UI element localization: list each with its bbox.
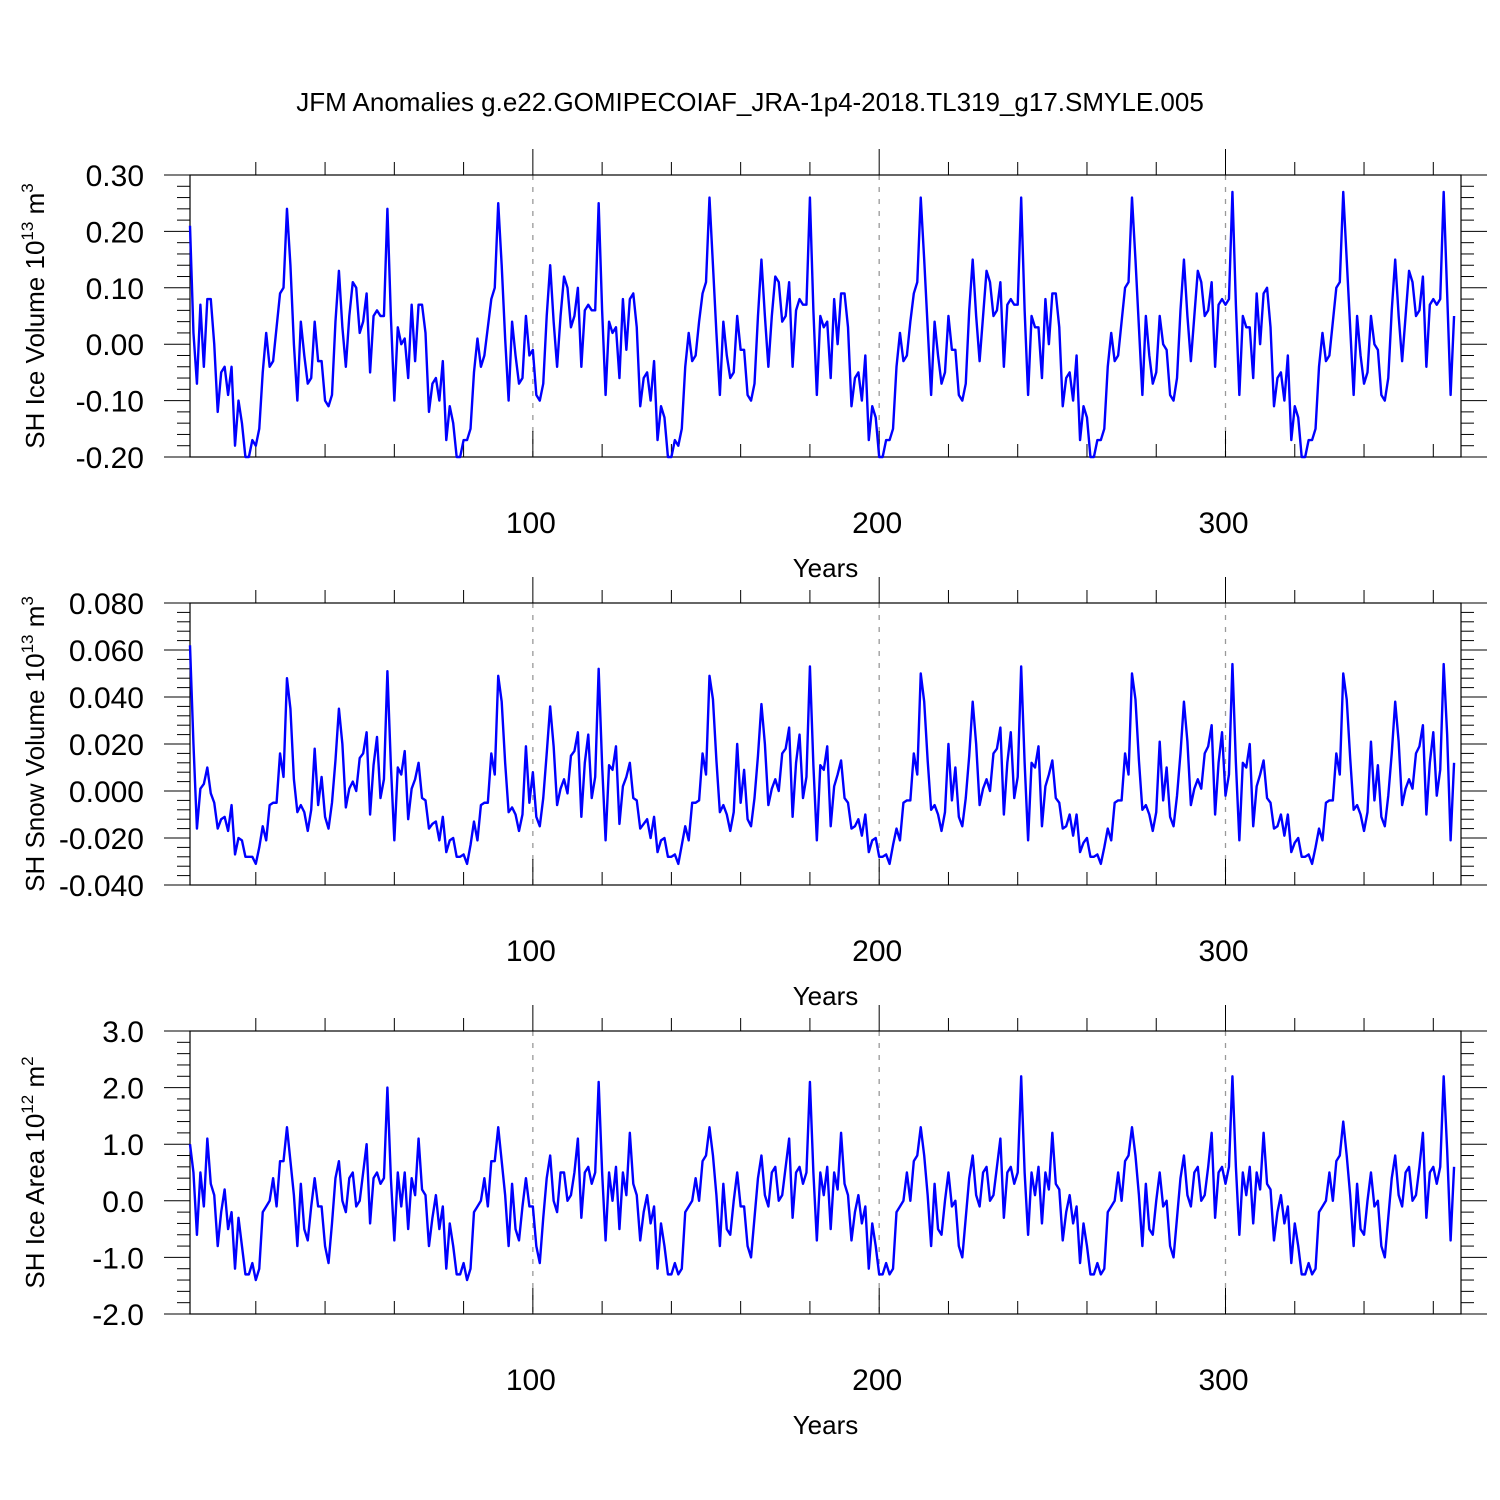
- snow-volume-ytick-label: 0.000: [69, 776, 144, 809]
- ice-area-plot-frame: [189, 1030, 1462, 1315]
- ice-volume-ytick-label: -0.10: [76, 386, 144, 419]
- snow-volume-ytick-label: 0.020: [69, 729, 144, 762]
- snow-volume-x-axis-label: Years: [793, 981, 859, 1011]
- ice-volume-ytick-label: 0.30: [86, 160, 144, 193]
- ice-volume-ytick-label: -0.20: [76, 442, 144, 475]
- ice-volume-y-axis-label: SH Ice Volume 1013 m3: [18, 183, 50, 448]
- ice-volume-series-line: [188, 190, 1456, 459]
- snow-volume-ytick-label: 0.040: [69, 682, 144, 715]
- ice-area-ytick-label: -1.0: [92, 1242, 144, 1275]
- snow-volume-xtick-label: 100: [506, 935, 556, 968]
- panel-snow-volume: -0.040 -0.020 0.000 0.020 0.040 0.060 0.080 100…: [18, 577, 1487, 1011]
- snow-volume-ytick-label: -0.040: [59, 870, 144, 903]
- ice-volume-xtick-label: 100: [506, 507, 556, 540]
- ice-area-ytick-label: 1.0: [102, 1129, 144, 1162]
- snow-volume-ytick-label: 0.060: [69, 635, 144, 668]
- snow-volume-ytick-label: 0.080: [69, 588, 144, 621]
- ice-area-ytick-label: 2.0: [102, 1073, 144, 1106]
- panel-ice-area: -2.0 -1.0 0.0 1.0 2.0 3.0 100 200 300 Years SH Ice…: [18, 1005, 1487, 1440]
- ice-area-xtick-label: 100: [506, 1364, 556, 1397]
- ice-volume-ytick-label: 0.00: [86, 329, 144, 362]
- snow-volume-xtick-label: 300: [1198, 935, 1248, 968]
- snow-volume-xtick-label: 200: [852, 935, 902, 968]
- snow-volume-series-line: [188, 645, 1456, 866]
- panel-ice-volume: -0.20 -0.10 0.00 0.10 0.20 0.30 100 200 300 Years…: [18, 149, 1487, 583]
- ice-area-xtick-label: 300: [1198, 1364, 1248, 1397]
- ice-area-y-axis-label: SH Ice Area 1012 m2: [18, 1056, 50, 1288]
- figure-title: JFM Anomalies g.e22.GOMIPECOIAF_JRA-1p4-…: [296, 87, 1204, 117]
- ice-volume-ytick-label: 0.20: [86, 216, 144, 249]
- panels: -0.20 -0.10 0.00 0.10 0.20 0.30 100 200 300 Years…: [18, 149, 1487, 1440]
- ice-area-series-line: [188, 1075, 1456, 1282]
- snow-volume-ytick-label: -0.020: [59, 823, 144, 856]
- ice-area-ytick-label: 3.0: [102, 1016, 144, 1049]
- ice-volume-plot-frame: [189, 174, 1462, 458]
- ice-volume-xtick-label: 200: [852, 507, 902, 540]
- snow-volume-plot-frame: [189, 602, 1462, 886]
- ice-area-xtick-label: 200: [852, 1364, 902, 1397]
- snow-volume-y-axis-label: SH Snow Volume 1013 m3: [18, 596, 50, 892]
- ice-area-ytick-label: 0.0: [102, 1186, 144, 1219]
- ice-area-ytick-label: -2.0: [92, 1299, 144, 1332]
- ice-volume-ytick-label: 0.10: [86, 273, 144, 306]
- ice-volume-xtick-label: 300: [1198, 507, 1248, 540]
- ice-area-x-axis-label: Years: [793, 1410, 859, 1440]
- ice-volume-x-axis-label: Years: [793, 553, 859, 583]
